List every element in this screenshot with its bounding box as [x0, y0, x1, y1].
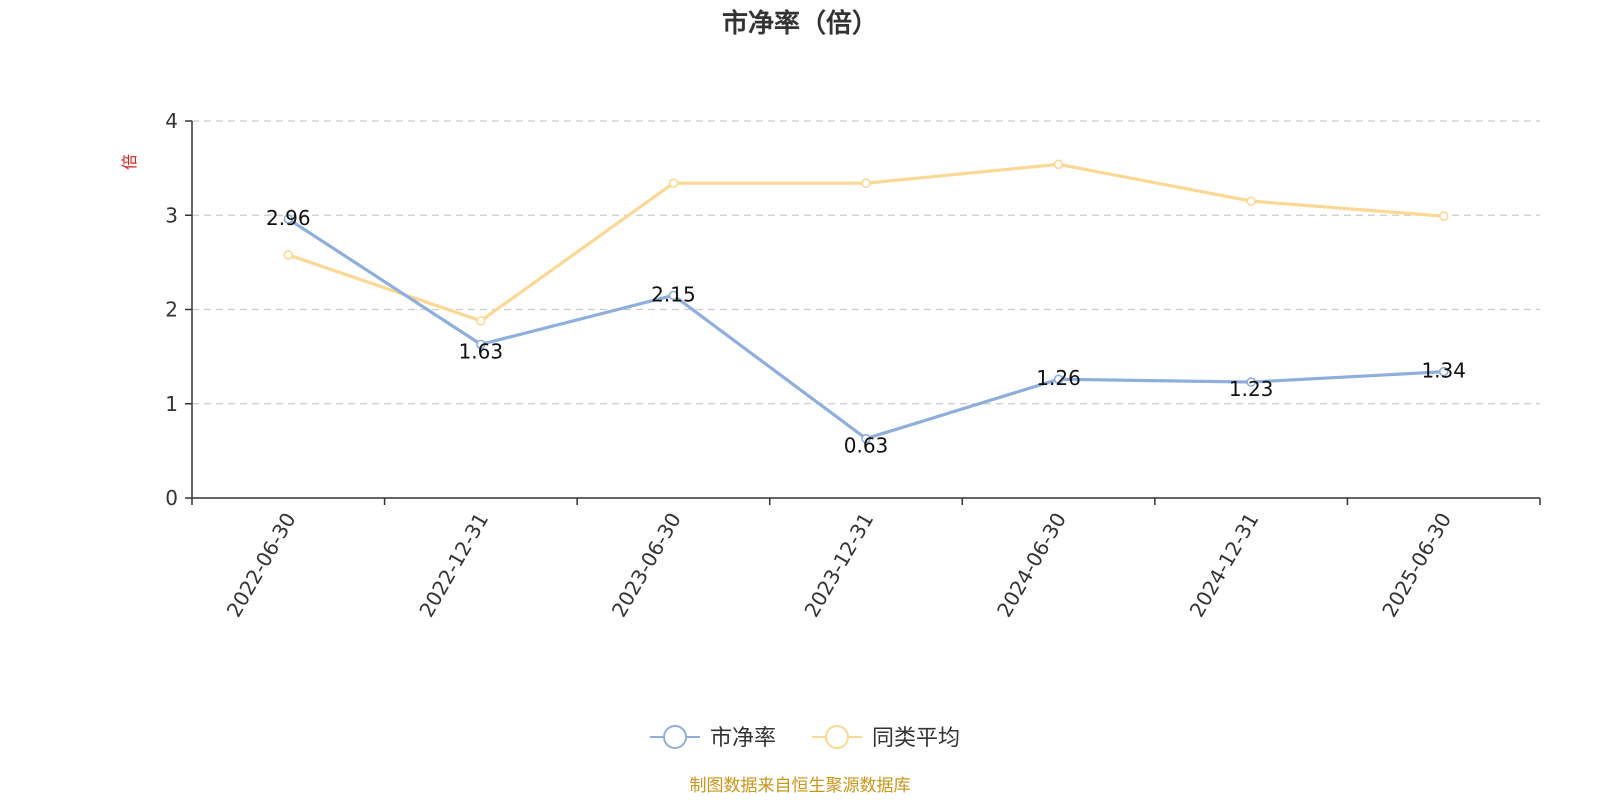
data-label: 2.15 [651, 282, 696, 306]
data-label: 1.26 [1036, 366, 1081, 390]
x-tick-label: 2022-06-30 [222, 509, 301, 622]
chart-title: 市净率（倍） [722, 8, 878, 39]
data-point [283, 250, 294, 260]
legend-label: 市净率 [710, 726, 776, 751]
data-point [1053, 159, 1064, 170]
data-label: 1.63 [459, 339, 504, 363]
data-point [1438, 366, 1449, 377]
x-tick-label: 2024-12-31 [1185, 509, 1264, 622]
x-tick-label: 2023-06-30 [607, 509, 686, 622]
legend-circle-icon [825, 725, 849, 749]
data-point [283, 214, 294, 224]
x-tick-label: 2022-12-31 [414, 509, 493, 622]
legend-item[interactable]: 同类平均 [812, 725, 960, 751]
y-tick-label: 1 [165, 392, 178, 416]
legend-label: 同类平均 [872, 726, 960, 751]
x-tick-label: 2025-06-30 [1377, 509, 1456, 622]
x-axis-ticks: 2022-06-30 2022-12-31 2023-06-30 2023-12-31… [191, 498, 1541, 622]
data-labels: 2.96 1.63 2.15 0.63 1.26 1.23 1.34 [266, 206, 1466, 458]
data-point [476, 339, 486, 350]
data-source-note: 制图数据来自恒生聚源数据库 [690, 776, 911, 796]
data-point [861, 433, 871, 444]
legend[interactable]: 市净率 同类平均 [650, 725, 960, 751]
series-layer [283, 159, 1449, 444]
y-tick-label: 3 [165, 203, 178, 227]
data-point [1246, 196, 1256, 206]
data-point [476, 316, 486, 326]
x-tick-label: 2023-12-31 [799, 509, 878, 622]
data-label: 0.63 [844, 434, 889, 458]
legend-item[interactable]: 市净率 [650, 725, 776, 751]
data-label: 2.96 [266, 206, 311, 230]
x-tick-label: 2024-06-30 [992, 509, 1071, 622]
data-point [668, 290, 679, 301]
y-axis-ticks: 0 1 2 3 4 [165, 109, 192, 510]
data-point [1438, 211, 1449, 221]
data-point [668, 178, 679, 189]
y-tick-label: 0 [165, 486, 178, 510]
data-point [1053, 374, 1064, 385]
y-tick-label: 2 [165, 298, 178, 322]
grid-lines [192, 120, 1540, 405]
legend-circle-icon [663, 725, 687, 749]
y-tick-label: 4 [165, 109, 178, 133]
y-axis-label: 倍 [120, 154, 139, 170]
data-label: 1.23 [1229, 377, 1274, 401]
data-point [1246, 377, 1256, 387]
data-label: 1.34 [1421, 359, 1466, 383]
series-line [287, 217, 1444, 441]
data-point [861, 178, 871, 189]
